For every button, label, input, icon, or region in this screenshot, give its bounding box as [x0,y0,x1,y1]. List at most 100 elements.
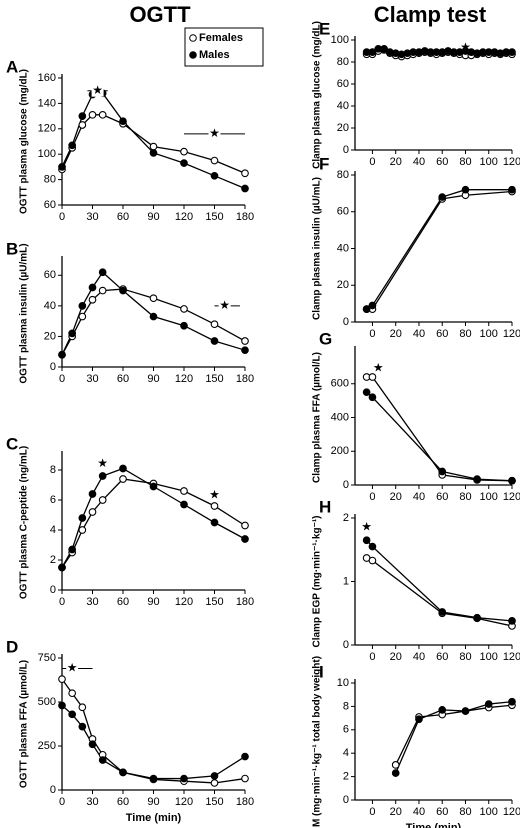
y-axis-label: Clamp EGP (mg·min⁻¹·kg⁻¹) [312,515,323,647]
x-tick-label: 30 [86,596,98,608]
data-point [180,774,188,783]
data-point [461,707,470,715]
y-tick-label: 60 [44,199,56,211]
data-point [180,321,188,330]
data-point [149,482,158,491]
annotation: ★ [460,40,471,54]
data-point [508,697,516,706]
y-tick-label: 60 [337,78,349,90]
x-tick-label: 80 [459,156,471,168]
x-tick-label: 30 [86,796,98,808]
data-point [88,740,97,749]
x-tick-label: 120 [175,796,193,808]
data-point [508,617,516,625]
data-point [78,514,87,522]
y-tick-label: 2 [343,771,349,783]
y-tick-label: 20 [337,122,349,134]
annotation: ★ [219,298,230,312]
series-line [366,190,513,310]
data-point [88,490,97,498]
y-axis-label: M (mg·min⁻¹·kg⁻¹ total body weight) [312,656,323,827]
data-point [88,283,97,292]
y-tick-label: 120 [38,123,56,135]
y-tick-label: 140 [38,97,56,109]
x-tick-label: 60 [117,211,129,223]
data-point [415,715,423,724]
x-tick-label: 0 [59,596,65,608]
data-point [78,703,87,712]
x-tick-label: 120 [503,328,520,340]
data-point [210,171,219,180]
x-tick-label: 20 [390,806,402,818]
y-tick-label: 40 [44,300,56,312]
x-tick-label: 80 [459,806,471,818]
x-tick-label: 90 [147,596,159,608]
series-line [366,376,513,482]
x-tick-label: 0 [59,796,65,808]
y-tick-label: 500 [38,696,56,708]
data-point [68,710,77,719]
series-line [61,92,246,190]
data-point [58,163,66,171]
x-tick-label: 40 [413,491,425,503]
data-point [119,464,127,473]
star-bg [208,127,221,140]
x-tick-label: 90 [147,796,159,808]
series-line [61,467,246,568]
y-axis-label: OGTT plasma glucose (mg/dL) [19,69,30,214]
panel-label: D [6,637,18,656]
y-tick-label: 750 [38,652,56,664]
data-point [380,44,388,53]
data-point [180,147,188,156]
series-line [366,189,512,310]
y-tick-label: 8 [343,700,349,712]
data-point [98,472,107,480]
x-tick-label: 0 [59,373,65,385]
x-tick-label: 40 [413,806,425,818]
data-point [508,476,516,485]
x-tick-label: 20 [390,156,402,168]
series-line [366,391,513,482]
data-point [391,769,400,777]
column-title: OGTT [129,2,191,27]
series-line [61,678,246,784]
y-axis-label: OGTT plasma FFA (µmol/L) [19,660,30,788]
panel: IM (mg·min⁻¹·kg⁻¹ total body weight) 0 2 4 6… [312,656,520,828]
y-tick-label: 2 [50,554,56,566]
y-tick-label: 80 [337,56,349,68]
y-tick-label: 0 [50,584,56,596]
star-bg [91,84,104,97]
panel-label: H [319,497,331,516]
data-point [438,193,447,201]
x-tick-label: 80 [459,491,471,503]
data-point [484,700,493,708]
y-tick-label: 8 [50,464,56,476]
legend-marker [189,34,197,42]
data-point [508,185,516,194]
series-line [61,478,246,568]
x-tick-label: 60 [436,328,448,340]
y-tick-label: 2 [343,512,349,524]
y-tick-label: 0 [50,361,56,373]
data-point [68,545,77,554]
data-point [149,312,158,321]
annotation: ★ [97,456,108,470]
y-tick-label: 4 [50,524,56,536]
data-point [78,722,87,731]
data-point [180,305,188,313]
data-point [78,312,87,321]
x-tick-label: 20 [390,651,402,663]
data-point [98,286,107,295]
y-tick-label: 400 [331,411,349,423]
y-tick-label: 0 [343,479,349,491]
data-point [149,294,158,303]
y-tick-label: 4 [343,747,349,759]
y-tick-label: 10 [337,677,349,689]
data-point [210,337,219,345]
x-tick-label: 90 [147,211,159,223]
x-tick-label: 100 [480,651,498,663]
y-tick-label: 80 [44,174,56,186]
column-title: Clamp test [374,2,487,27]
